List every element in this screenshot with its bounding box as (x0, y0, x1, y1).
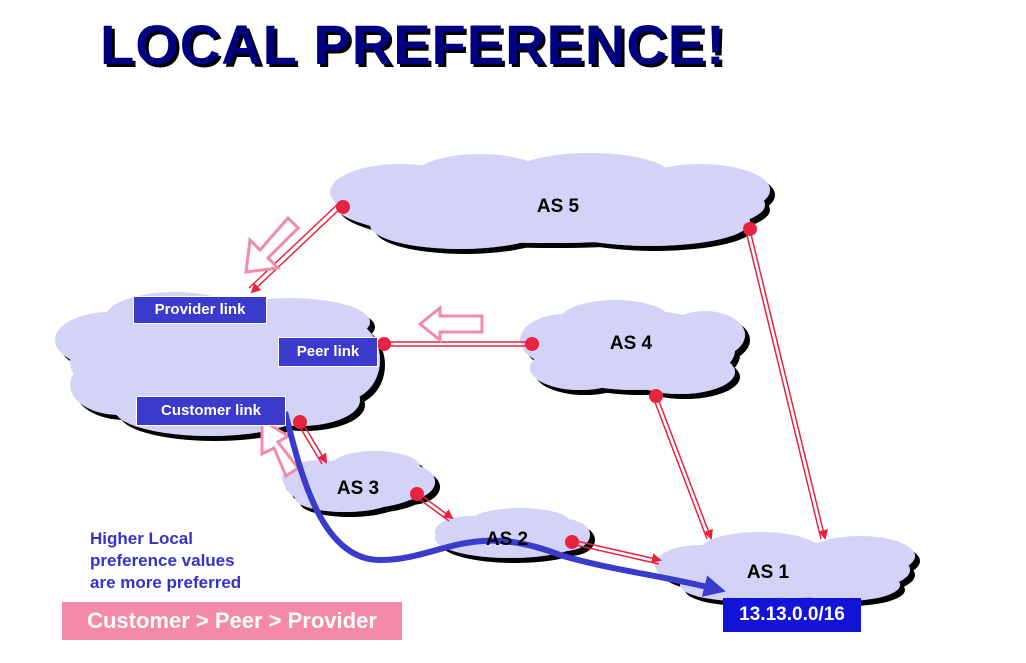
note-line-1: Higher Local (90, 529, 193, 548)
hollow-arrow-peer (417, 304, 484, 344)
preference-order-banner: Customer > Peer > Provider (62, 602, 402, 640)
arrow-customer-to-as3 (297, 421, 328, 465)
endpoint-dot (410, 487, 424, 501)
arrow-as4-to-as1 (652, 395, 713, 540)
arrow-as3-to-as2 (414, 492, 454, 522)
page-title: LOCAL PREFERENCE! (100, 13, 726, 76)
as2-label: AS 2 (486, 529, 528, 550)
prefix-label: 13.13.0.0/16 (723, 598, 861, 632)
customer-link-label: Customer link (136, 396, 286, 426)
as1-label: AS 1 (747, 562, 790, 583)
arrow-as4-to-peer (386, 341, 532, 347)
as4-label: AS 4 (610, 333, 653, 354)
hollow-arrow-provider (244, 215, 301, 274)
as3-label: AS 3 (337, 478, 379, 499)
cloud-as1 (655, 532, 915, 601)
arrow-as2-to-as1 (570, 539, 662, 565)
preference-note: Higher Local preference values are more … (90, 528, 350, 594)
endpoint-dot (377, 337, 391, 351)
endpoint-dot (649, 389, 663, 403)
provider-link-label: Provider link (133, 296, 267, 324)
hollow-arrow-customer (260, 417, 301, 479)
endpoint-dot (743, 222, 757, 236)
arrow-as5-to-provider (248, 201, 345, 294)
cloud-as5 (330, 153, 770, 249)
cloud-as4 (520, 300, 745, 394)
endpoint-dot (336, 200, 350, 214)
arrow-as5-to-as1 (745, 229, 828, 540)
endpoint-dot (565, 535, 579, 549)
endpoint-dot (293, 415, 307, 429)
note-line-3: are more preferred (90, 573, 242, 592)
as5-label: AS 5 (537, 196, 580, 217)
note-line-2: preference values (90, 551, 235, 570)
endpoint-dot (525, 337, 539, 351)
selected-path (282, 411, 726, 597)
peer-link-label: Peer link (278, 337, 378, 367)
